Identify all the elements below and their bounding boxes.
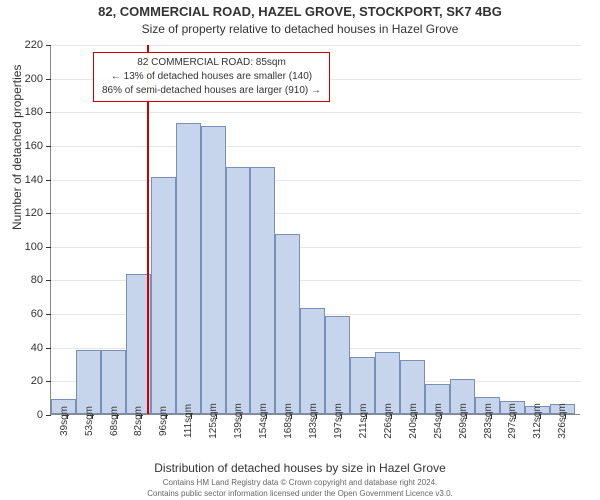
ytick-label: 140 <box>13 174 43 186</box>
ytick-label: 200 <box>13 73 43 85</box>
histogram-bar <box>101 350 126 414</box>
xtick-label: 168sqm <box>283 403 294 439</box>
x-axis-label: Distribution of detached houses by size … <box>0 461 600 475</box>
histogram-bar <box>325 316 350 414</box>
ytick-mark <box>46 314 51 315</box>
chart-title-address: 82, COMMERCIAL ROAD, HAZEL GROVE, STOCKP… <box>0 4 600 19</box>
histogram-bar <box>151 177 176 414</box>
chart-area: 02040608010012014016018020022039sqm53sqm… <box>50 45 580 415</box>
xtick-label: 211sqm <box>358 404 369 439</box>
xtick-label: 111sqm <box>183 404 194 438</box>
gridline <box>51 247 581 248</box>
ytick-label: 40 <box>13 342 43 354</box>
annotation-line-3: 86% of semi-detached houses are larger (… <box>102 84 321 98</box>
xtick-label: 125sqm <box>208 403 219 439</box>
ytick-label: 160 <box>13 140 43 152</box>
histogram-bar <box>176 123 201 414</box>
ytick-mark <box>46 45 51 46</box>
gridline <box>51 180 581 181</box>
gridline <box>51 45 581 46</box>
xtick-label: 154sqm <box>258 403 269 439</box>
ytick-label: 60 <box>13 308 43 320</box>
xtick-label: 82sqm <box>133 406 144 436</box>
footer-line-1: Contains HM Land Registry data © Crown c… <box>0 478 600 488</box>
xtick-label: 297sqm <box>507 403 518 439</box>
xtick-label: 68sqm <box>109 406 120 436</box>
gridline <box>51 146 581 147</box>
ytick-label: 0 <box>13 409 43 421</box>
ytick-mark <box>46 79 51 80</box>
xtick-label: 326sqm <box>557 403 568 439</box>
ytick-mark <box>46 180 51 181</box>
gridline <box>51 112 581 113</box>
xtick-label: 197sqm <box>333 403 344 439</box>
ytick-label: 100 <box>13 241 43 253</box>
ytick-mark <box>46 415 51 416</box>
ytick-label: 180 <box>13 106 43 118</box>
xtick-label: 139sqm <box>233 403 244 439</box>
xtick-label: 312sqm <box>532 403 543 439</box>
xtick-label: 226sqm <box>383 403 394 439</box>
chart-subtitle: Size of property relative to detached ho… <box>0 22 600 36</box>
histogram-bar <box>201 126 226 414</box>
ytick-label: 120 <box>13 207 43 219</box>
ytick-mark <box>46 280 51 281</box>
ytick-label: 80 <box>13 274 43 286</box>
footer-attribution: Contains HM Land Registry data © Crown c… <box>0 478 600 499</box>
xtick-label: 269sqm <box>458 403 469 439</box>
xtick-label: 283sqm <box>483 403 494 439</box>
gridline <box>51 213 581 214</box>
xtick-label: 240sqm <box>408 403 419 439</box>
histogram-bar <box>226 167 251 414</box>
histogram-bar <box>76 350 101 414</box>
xtick-label: 183sqm <box>308 403 319 439</box>
ytick-mark <box>46 213 51 214</box>
ytick-mark <box>46 348 51 349</box>
ytick-mark <box>46 247 51 248</box>
xtick-label: 39sqm <box>59 406 70 436</box>
histogram-bar <box>250 167 275 414</box>
ytick-mark <box>46 112 51 113</box>
annotation-line-1: 82 COMMERCIAL ROAD: 85sqm <box>102 56 321 70</box>
ytick-mark <box>46 146 51 147</box>
annotation-line-2: ← 13% of detached houses are smaller (14… <box>102 70 321 84</box>
xtick-label: 53sqm <box>84 406 95 436</box>
xtick-label: 96sqm <box>158 406 169 436</box>
histogram-bar <box>275 234 300 414</box>
xtick-label: 254sqm <box>433 403 444 439</box>
plot-area: 02040608010012014016018020022039sqm53sqm… <box>50 45 580 415</box>
ytick-mark <box>46 381 51 382</box>
annotation-box: 82 COMMERCIAL ROAD: 85sqm← 13% of detach… <box>93 52 330 102</box>
ytick-label: 220 <box>13 39 43 51</box>
footer-line-2: Contains public sector information licen… <box>0 489 600 499</box>
histogram-bar <box>300 308 325 414</box>
ytick-label: 20 <box>13 375 43 387</box>
